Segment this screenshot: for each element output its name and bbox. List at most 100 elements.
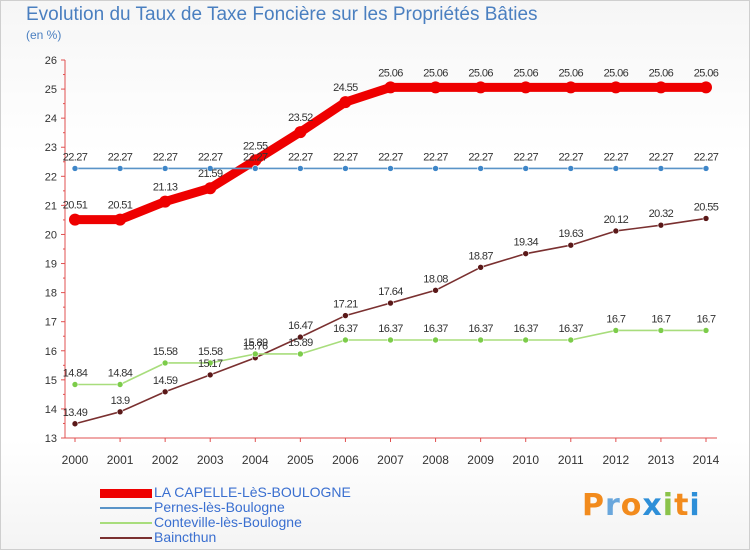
data-label: 14.59 bbox=[153, 375, 178, 387]
data-label: 20.51 bbox=[108, 200, 133, 212]
data-label: 16.37 bbox=[378, 323, 403, 335]
data-point bbox=[567, 165, 575, 172]
data-label: 20.55 bbox=[694, 201, 719, 213]
legend-label: Conteville-lès-Boulogne bbox=[154, 514, 302, 530]
data-point bbox=[116, 381, 124, 388]
y-tick-label: 14 bbox=[45, 404, 57, 416]
data-point bbox=[702, 327, 710, 334]
data-label: 15.58 bbox=[198, 346, 223, 358]
data-label: 25.06 bbox=[694, 67, 719, 79]
data-label: 22.27 bbox=[378, 151, 403, 163]
data-point bbox=[609, 81, 622, 94]
y-tick-label: 15 bbox=[45, 375, 57, 387]
y-tick-label: 22 bbox=[45, 171, 57, 183]
data-label: 22.27 bbox=[63, 151, 88, 163]
x-tick-label: 2006 bbox=[332, 453, 359, 467]
x-tick-label: 2013 bbox=[648, 453, 675, 467]
data-label: 24.55 bbox=[333, 82, 358, 94]
data-label: 22.27 bbox=[108, 151, 133, 163]
data-label: 18.87 bbox=[468, 250, 493, 262]
y-tick-label: 16 bbox=[45, 346, 57, 358]
y-tick-label: 23 bbox=[45, 142, 57, 154]
data-label: 25.06 bbox=[423, 67, 448, 79]
legend-label: Pernes-lès-Boulogne bbox=[154, 499, 285, 515]
data-point bbox=[519, 81, 532, 94]
data-point bbox=[432, 286, 439, 294]
y-tick-label: 26 bbox=[45, 55, 57, 67]
data-label: 25.06 bbox=[513, 67, 538, 79]
data-point bbox=[159, 195, 172, 208]
data-point bbox=[522, 250, 530, 257]
data-label: 19.63 bbox=[559, 228, 584, 240]
data-point bbox=[249, 154, 262, 167]
x-tick-label: 2003 bbox=[197, 453, 224, 467]
x-tick-label: 2007 bbox=[377, 453, 404, 467]
data-label: 21.59 bbox=[198, 168, 223, 180]
legend-swatch bbox=[100, 537, 152, 539]
data-point bbox=[612, 327, 620, 334]
data-point bbox=[657, 221, 665, 229]
legend-label: LA CAPELLE-LèS-BOULOGNE bbox=[154, 484, 351, 500]
data-point bbox=[251, 165, 259, 172]
unit-label: (en %) bbox=[26, 28, 62, 42]
x-tick-label: 2010 bbox=[512, 453, 539, 467]
data-label: 19.34 bbox=[513, 237, 538, 249]
chart-title: Evolution du Taux de Taxe Foncière sur l… bbox=[26, 4, 538, 25]
x-tick-label: 2008 bbox=[422, 453, 449, 467]
logo-letter: o bbox=[620, 488, 643, 523]
data-label: 17.21 bbox=[333, 299, 358, 311]
y-tick-label: 13 bbox=[45, 433, 57, 445]
data-point bbox=[161, 165, 169, 172]
series-layer bbox=[69, 81, 712, 428]
logo-letter: i bbox=[689, 488, 701, 523]
y-tick-label: 24 bbox=[45, 113, 57, 125]
data-point bbox=[251, 350, 259, 358]
data-label: 22.27 bbox=[468, 151, 493, 163]
y-tick-label: 18 bbox=[45, 288, 57, 300]
data-label: 14.84 bbox=[63, 367, 88, 379]
y-tick-label: 17 bbox=[45, 317, 57, 329]
data-point bbox=[700, 81, 712, 94]
data-point bbox=[114, 213, 127, 226]
data-point bbox=[522, 165, 530, 172]
data-label: 14.84 bbox=[108, 367, 133, 379]
data-label: 20.32 bbox=[649, 208, 674, 220]
data-label: 13.49 bbox=[63, 407, 88, 419]
data-label: 21.13 bbox=[153, 182, 178, 194]
data-point bbox=[702, 165, 710, 172]
y-tick-label: 19 bbox=[45, 259, 57, 271]
data-label: 25.06 bbox=[649, 67, 674, 79]
data-point bbox=[477, 336, 484, 344]
data-label: 17.64 bbox=[378, 286, 403, 298]
data-label: 20.12 bbox=[604, 214, 629, 226]
data-point bbox=[161, 388, 169, 396]
x-tick-label: 2000 bbox=[62, 453, 89, 467]
data-label: 25.06 bbox=[604, 67, 629, 79]
data-label: 22.27 bbox=[153, 151, 178, 163]
data-point bbox=[387, 336, 394, 344]
data-labels: 20.51 20.51 21.13 21.59 22.55 23.52 24.55 25.06… bbox=[63, 67, 720, 419]
data-point bbox=[116, 165, 124, 172]
logo-letter: t bbox=[674, 488, 690, 523]
x-tick-label: 2012 bbox=[603, 453, 630, 467]
data-point bbox=[567, 241, 575, 249]
data-label: 15.17 bbox=[198, 358, 223, 370]
data-point bbox=[342, 336, 349, 344]
data-point bbox=[339, 96, 352, 109]
data-point bbox=[206, 359, 214, 367]
logo-letter: r bbox=[605, 488, 621, 523]
data-point bbox=[294, 126, 307, 139]
data-label: 22.27 bbox=[694, 151, 719, 163]
data-point bbox=[116, 408, 124, 416]
data-label: 25.06 bbox=[559, 67, 584, 79]
data-point bbox=[477, 165, 484, 172]
data-label: 15.89 bbox=[288, 337, 313, 349]
logo-letter: P bbox=[582, 488, 605, 523]
legend-swatch bbox=[100, 488, 152, 498]
data-point bbox=[612, 227, 620, 235]
data-point bbox=[71, 165, 79, 172]
legend-swatch bbox=[100, 522, 152, 524]
data-label: 22.27 bbox=[559, 151, 584, 163]
x-tick-label: 2014 bbox=[693, 453, 720, 467]
logo-letter: i bbox=[662, 488, 675, 523]
